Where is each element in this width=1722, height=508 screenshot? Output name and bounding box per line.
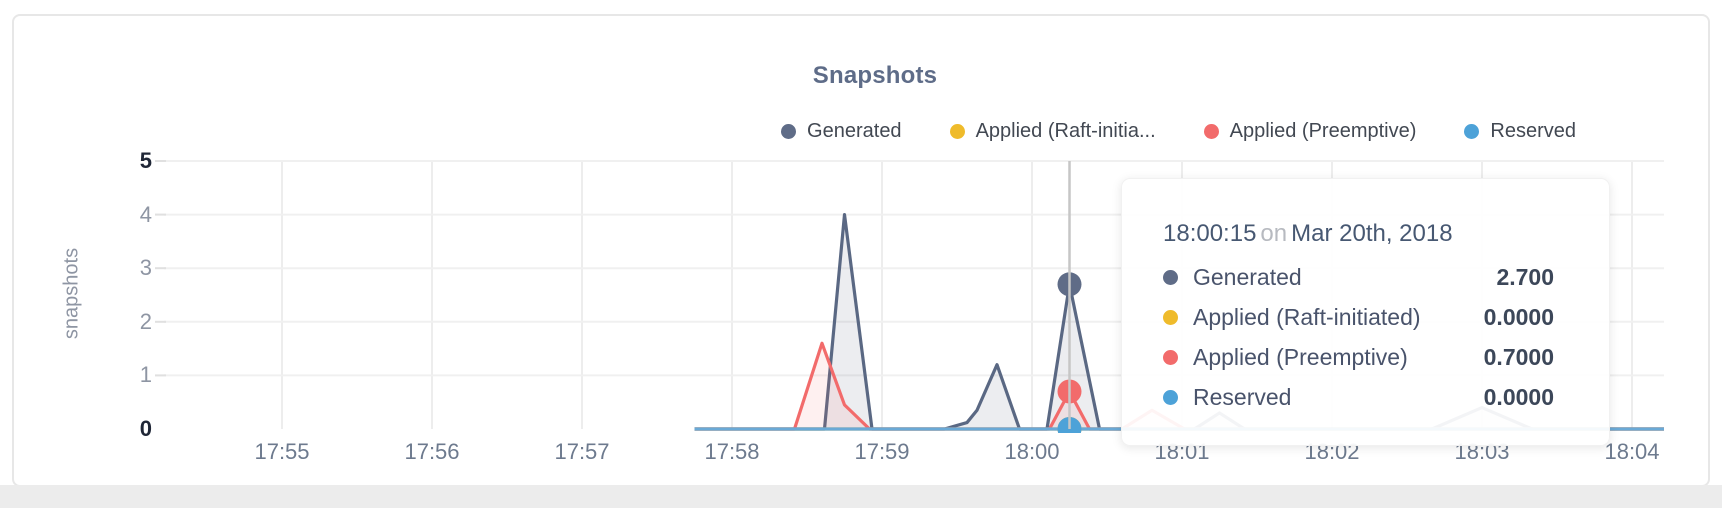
y-tick-label: 3 [139,255,152,281]
y-tick-label: 1 [139,362,152,388]
tooltip-series-value: 0.7000 [1483,343,1554,370]
x-tick-label: 17:55 [254,439,310,464]
tooltip-series-label: Generated [1193,263,1302,290]
y-tick-label: 0 [139,416,152,441]
legend-dot-icon [781,123,797,139]
legend-label: Applied (Preemptive) [1229,119,1417,142]
page-background-strip [0,485,1722,508]
x-tick-label: 17:58 [704,439,760,464]
tooltip-series-label: Applied (Raft-initiated) [1193,303,1421,330]
x-tick-label: 17:56 [404,439,460,464]
legend-dot-icon [1464,123,1480,139]
tooltip-row-Generated: Generated 2.700 [1163,257,1554,297]
chart-legend: Generated Applied (Raft-initia... Applied … [781,117,1576,145]
x-tick-label: 17:57 [554,439,610,464]
legend-label: Reserved [1490,119,1576,142]
tooltip-series-dot-icon [1163,349,1178,365]
x-tick-label: 17:59 [854,439,910,464]
tooltip-date: Mar 20th, 2018 [1291,220,1453,247]
tooltip-series-dot-icon [1163,309,1178,325]
tooltip-row-Applied (Raft-initiated): Applied (Raft-initiated) 0.0000 [1163,297,1554,337]
tooltip-timestamp: 18:00:15 on Mar 20th, 2018 [1163,219,1554,249]
tooltip-row-Reserved: Reserved 0.0000 [1163,377,1554,417]
legend-dot-icon [949,123,965,139]
tooltip-series-rows: Generated 2.700 Applied (Raft-initiated) 0.… [1163,257,1554,417]
tooltip-series-dot-icon [1163,269,1178,285]
tooltip-row-Applied (Preemptive): Applied (Preemptive) 0.7000 [1163,337,1554,377]
y-tick-label: 5 [139,148,152,173]
tooltip-series-value: 0.0000 [1483,303,1554,330]
x-tick-label: 18:00 [1004,439,1060,464]
tooltip-series-value: 0.0000 [1483,383,1554,410]
legend-label: Generated [807,119,902,142]
tooltip-series-dot-icon [1163,389,1178,405]
tooltip-series-value: 2.700 [1496,263,1554,290]
tooltip-conjunction: on [1260,220,1288,247]
x-tick-label: 18:04 [1604,439,1660,464]
legend-item-Applied (Preemptive)[interactable]: Applied (Preemptive) [1203,119,1417,143]
y-tick-label: 2 [139,308,152,334]
y-tick-label: 4 [139,201,152,227]
legend-item-Generated[interactable]: Generated [781,120,902,143]
tooltip-time: 18:00:15 [1163,220,1257,247]
chart-hover-tooltip: 18:00:15 on Mar 20th, 2018 Generated 2.700 A… [1121,178,1610,446]
tooltip-series-label: Applied (Preemptive) [1193,343,1408,370]
legend-item-Applied (Raft-initia...[interactable]: Applied (Raft-initia... [949,119,1156,143]
legend-dot-icon [1203,123,1219,139]
snapshots-chart-card: Snapshots Generated Applied (Raft-initia.… [12,14,1710,487]
legend-label: Applied (Raft-initia... [975,119,1156,142]
tooltip-series-label: Reserved [1193,383,1292,410]
legend-item-Reserved[interactable]: Reserved [1464,120,1576,143]
chart-title: Snapshots [812,62,938,89]
